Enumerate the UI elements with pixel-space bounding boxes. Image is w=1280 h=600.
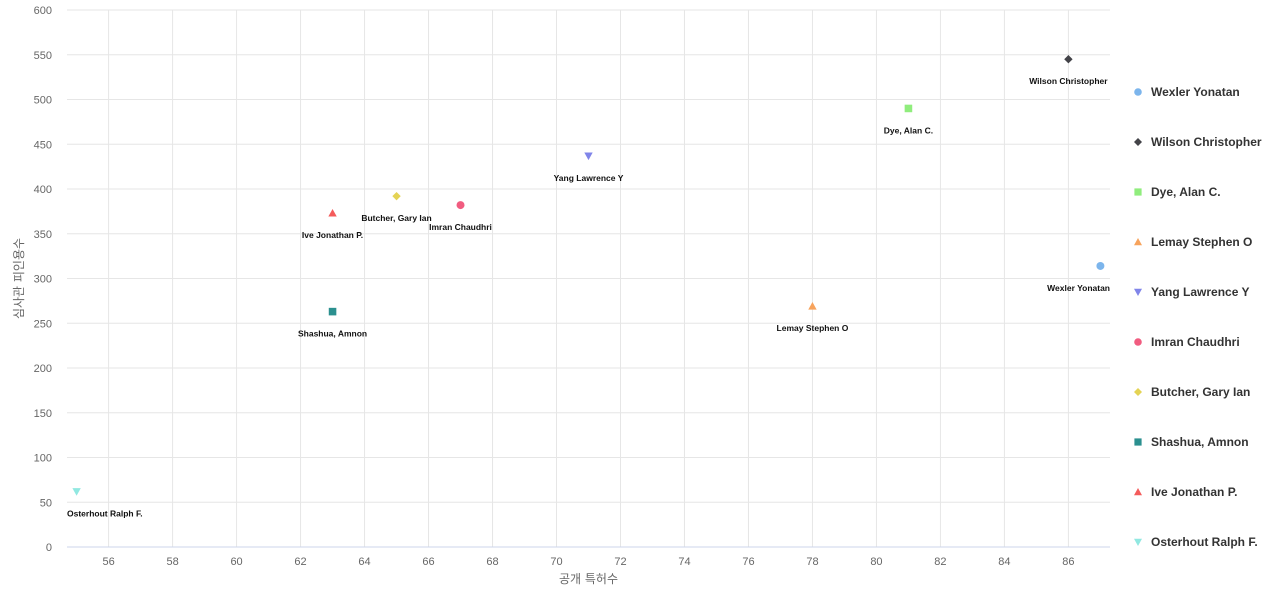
legend-label: Wilson Christopher [1151,135,1262,149]
x-tick-label: 72 [614,556,626,568]
x-axis-title: 공개 특허수 [559,572,618,586]
legend-symbol [1134,288,1142,296]
x-tick-label: 60 [230,556,242,568]
x-tick-label: 86 [1062,556,1074,568]
data-label: Yang Lawrence Y [554,173,624,183]
data-label: Butcher, Gary Ian [361,213,431,223]
data-label: Shashua, Amnon [298,329,367,339]
legend-item[interactable]: Ive Jonathan P. [1134,485,1237,499]
legend-label: Imran Chaudhri [1151,335,1240,349]
x-tick-label: 78 [806,556,818,568]
data-label: Lemay Stephen O [777,323,849,333]
legend-symbol [1134,438,1142,446]
legend-label: Butcher, Gary Ian [1151,385,1250,399]
y-axis-title: 심사관 피인용수 [12,238,26,319]
legend-item[interactable]: Shashua, Amnon [1134,435,1249,449]
x-tick-label: 80 [870,556,882,568]
data-point [1064,55,1073,64]
legend-label: Ive Jonathan P. [1151,485,1237,499]
legend-label: Osterhout Ralph F. [1151,535,1258,549]
x-tick-label: 68 [486,556,498,568]
legend-label: Yang Lawrence Y [1151,285,1250,299]
legend-symbol [1134,488,1142,496]
legend-item[interactable]: Imran Chaudhri [1134,335,1240,349]
x-tick-label: 84 [998,556,1010,568]
x-tick-label: 74 [678,556,690,568]
legend-item[interactable]: Butcher, Gary Ian [1134,385,1250,399]
data-point [456,201,465,210]
x-tick-label: 82 [934,556,946,568]
legend-symbol [1134,338,1142,346]
x-tick-label: 56 [102,556,114,568]
data-label: Dye, Alan C. [884,125,933,135]
y-tick-label: 250 [34,318,52,330]
data-point [328,307,337,316]
points-layer: Wexler Yonatan Wilson Christopher Dye, Ala… [67,55,1110,519]
legend-label: Dye, Alan C. [1151,185,1221,199]
y-tick-label: 500 [34,95,52,107]
y-tick-label: 400 [34,184,52,196]
legend-item[interactable]: Wilson Christopher [1134,135,1262,149]
legend-symbol [1134,388,1142,396]
legend-symbol [1134,138,1142,146]
legend-item[interactable]: Wexler Yonatan [1134,85,1240,99]
y-tick-label: 350 [34,229,52,241]
data-point [808,302,817,310]
legend-label: Wexler Yonatan [1151,85,1240,99]
data-label: Wilson Christopher [1029,76,1108,86]
x-tick-label: 64 [358,556,370,568]
y-tick-label: 50 [40,497,52,509]
data-point [904,104,913,113]
legend: Wexler Yonatan Wilson Christopher Dye, Ala… [1134,85,1262,549]
data-point [328,208,337,217]
y-tick-label: 200 [34,363,52,375]
data-point [72,488,81,496]
y-tick-label: 150 [34,408,52,420]
x-tick-label: 76 [742,556,754,568]
legend-symbol [1134,188,1142,196]
y-tick-label: 600 [34,5,52,17]
data-point [1096,261,1105,270]
y-tick-label: 550 [34,50,52,62]
legend-symbol [1134,238,1142,246]
legend-label: Lemay Stephen O [1151,235,1252,249]
data-label: Imran Chaudhri [429,222,492,232]
x-tick-label: 66 [422,556,434,568]
legend-item[interactable]: Yang Lawrence Y [1134,285,1250,299]
grid-layer [67,9,1110,548]
legend-item[interactable]: Osterhout Ralph F. [1134,535,1258,549]
legend-item[interactable]: Dye, Alan C. [1134,185,1221,199]
data-point [584,152,593,161]
x-tick-label: 70 [550,556,562,568]
x-tick-label: 58 [166,556,178,568]
y-tick-label: 0 [46,542,52,554]
legend-label: Shashua, Amnon [1151,435,1249,449]
data-label: Osterhout Ralph F. [67,509,143,519]
tick-layer: 0 50 100 150 200 250 300 350 400 450 500 550 600 56 58… [34,5,1075,568]
y-tick-label: 450 [34,139,52,151]
data-label: Ive Jonathan P. [302,230,363,240]
data-point [392,191,401,201]
data-label: Wexler Yonatan [1047,283,1110,293]
legend-item[interactable]: Lemay Stephen O [1134,235,1252,249]
y-tick-label: 100 [34,453,52,465]
x-tick-label: 62 [294,556,306,568]
y-tick-label: 300 [34,274,52,286]
legend-symbol [1134,538,1142,546]
legend-symbol [1134,88,1142,96]
